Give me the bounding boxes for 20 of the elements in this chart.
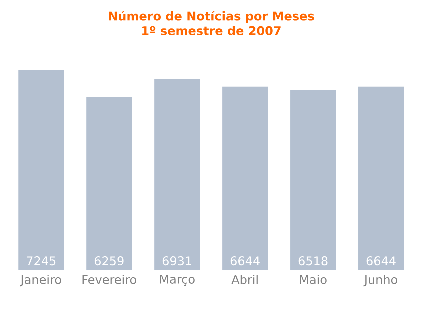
bar (18, 70, 64, 270)
data-label: 6518 (298, 256, 328, 266)
bar (290, 90, 336, 270)
chart-title: Número de Notícias por Meses (109, 11, 314, 24)
data-label: 7245 (27, 256, 56, 266)
data-label: 6259 (94, 256, 124, 266)
bar (154, 79, 200, 270)
x-tick-label: Abril (232, 275, 258, 284)
data-label: 6644 (230, 256, 260, 266)
x-tick-label: Janeiro (20, 275, 62, 287)
bar (358, 86, 404, 270)
x-tick-label: Maio (300, 275, 327, 284)
x-tick-label: Junho (364, 275, 398, 287)
chart-subtitle: 1º semestre de 2007 (142, 26, 281, 36)
bar (86, 98, 132, 270)
data-label: 6644 (366, 256, 396, 266)
x-tick-label: Fevereiro (82, 275, 136, 284)
data-label: 6931 (162, 256, 192, 266)
x-tick-label: Março (160, 275, 195, 286)
bar (222, 86, 268, 270)
